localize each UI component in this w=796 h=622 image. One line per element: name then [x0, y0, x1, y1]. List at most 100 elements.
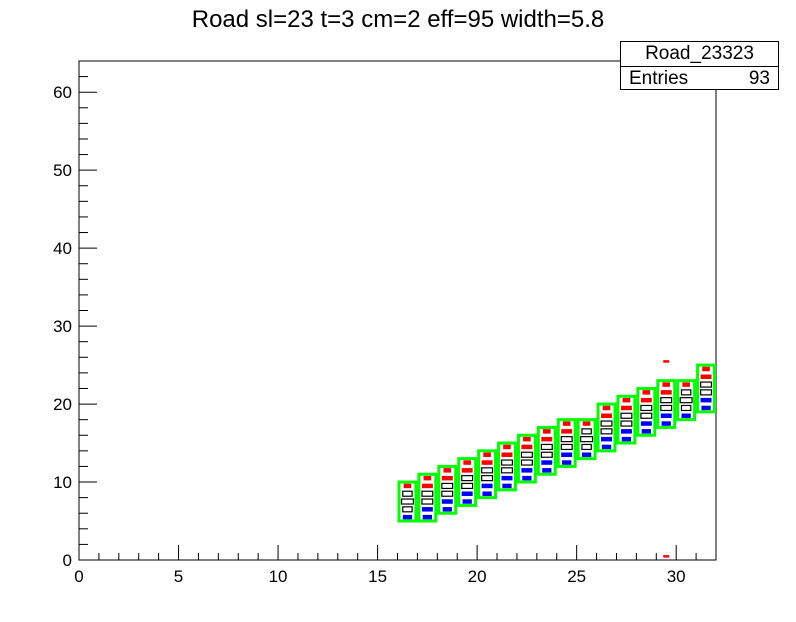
- hit-cell: [441, 482, 454, 490]
- x-tick-label: 10: [269, 567, 288, 586]
- road-cell-outline: [596, 402, 617, 453]
- hit-cell: [522, 475, 532, 481]
- y-tick-label: 40: [53, 239, 72, 258]
- chart-title: Road sl=23 t=3 cm=2 eff=95 width=5.8: [191, 6, 605, 33]
- hit-cell: [680, 389, 692, 396]
- hit-cell: [541, 460, 553, 465]
- hit-cell: [700, 389, 713, 396]
- hit-cell: [622, 397, 631, 403]
- hit-cell: [601, 413, 613, 419]
- hit-cell: [679, 397, 693, 404]
- y-tick-label: 0: [63, 551, 72, 570]
- road-cell-outline: [576, 418, 597, 461]
- hit-cell: [702, 366, 710, 372]
- hit-cell: [421, 483, 433, 489]
- hit-cell: [462, 499, 472, 504]
- stats-entries-label: Entries: [629, 68, 689, 89]
- hit-cell: [681, 413, 691, 419]
- hit-cell: [660, 404, 673, 412]
- hit-cell: [562, 460, 572, 465]
- hit-cell: [402, 514, 413, 520]
- hit-cell: [503, 444, 511, 450]
- y-tick-label: 30: [53, 317, 72, 336]
- stats-name: Road_23323: [621, 42, 778, 67]
- road-cell-outline: [477, 449, 498, 500]
- hit-cell: [560, 443, 573, 451]
- hit-cell: [602, 405, 611, 411]
- hit-cell: [461, 491, 473, 496]
- hit-cell: [640, 397, 652, 403]
- hit-cell: [562, 421, 571, 426]
- hit-cell: [482, 491, 492, 496]
- hit-cell: [540, 443, 553, 451]
- hit-cell: [423, 475, 432, 481]
- hit-cell: [680, 404, 692, 412]
- road-cell-outline: [457, 457, 478, 507]
- hit-cell: [580, 436, 594, 443]
- hit-cell: [463, 460, 471, 465]
- hit-cell: [402, 506, 413, 513]
- hit-cell: [642, 390, 651, 395]
- hit-cell: [700, 374, 712, 380]
- x-tick-label: 25: [567, 567, 586, 586]
- hit-cell: [581, 428, 592, 435]
- hit-cell: [402, 490, 413, 497]
- chart-marks: [397, 360, 716, 558]
- hit-cell: [461, 482, 474, 490]
- road-cell-outline: [417, 472, 438, 523]
- hit-cell: [601, 436, 613, 442]
- hit-cell: [520, 459, 533, 466]
- hit-cell: [600, 420, 613, 427]
- stats-entries-value: 93: [748, 68, 770, 89]
- hit-cell: [620, 429, 632, 434]
- hit-cell: [502, 483, 512, 489]
- hit-cell: [581, 443, 592, 451]
- road-cell-outline: [556, 418, 577, 468]
- road-cell-outline: [696, 363, 716, 414]
- hit-cell: [660, 390, 672, 395]
- hit-cell: [500, 467, 513, 474]
- hit-cell: [481, 460, 493, 465]
- hit-cell: [421, 507, 433, 512]
- hit-cell: [620, 412, 633, 419]
- hit-cell: [700, 381, 713, 388]
- road-cell-outline: [437, 464, 458, 515]
- chart-axes: 0 5 10 15 20 25 30 0 10 20 30 40 50 60: [53, 60, 717, 586]
- hit-cell: [520, 451, 533, 458]
- hit-cell: [501, 475, 513, 481]
- road-cell-outline: [397, 480, 418, 523]
- hit-cell: [600, 428, 613, 435]
- hit-cell: [661, 421, 671, 426]
- road-cell-outline: [497, 441, 517, 492]
- y-tick-label: 10: [53, 473, 72, 492]
- x-tick-label: 15: [368, 567, 387, 586]
- hit-cell: [523, 436, 531, 442]
- road-cell-outline: [656, 379, 677, 429]
- outlier-hit: [663, 360, 670, 363]
- hit-cell: [620, 420, 633, 427]
- hit-cell: [521, 468, 533, 473]
- hit-cell: [640, 421, 652, 426]
- hit-cell: [640, 404, 653, 412]
- hit-cell: [620, 405, 632, 411]
- hit-cell: [421, 498, 434, 505]
- hit-cell: [621, 436, 632, 442]
- y-tick-label: 60: [53, 83, 72, 102]
- hit-cell: [561, 429, 573, 434]
- hit-cell: [501, 452, 513, 457]
- hit-cell: [441, 490, 454, 497]
- hit-cell: [461, 468, 473, 473]
- hit-cell: [682, 382, 690, 387]
- hit-cell: [441, 475, 453, 481]
- hit-cell: [481, 475, 494, 482]
- hit-cell: [542, 429, 551, 434]
- hit-cell: [541, 436, 553, 442]
- x-tick-label: 0: [74, 567, 83, 586]
- hit-cell: [601, 444, 612, 450]
- hit-cell: [581, 452, 592, 457]
- x-tick-label: 30: [667, 567, 686, 586]
- hit-cell: [660, 397, 673, 404]
- hit-cell: [400, 498, 414, 505]
- hit-cell: [641, 429, 651, 434]
